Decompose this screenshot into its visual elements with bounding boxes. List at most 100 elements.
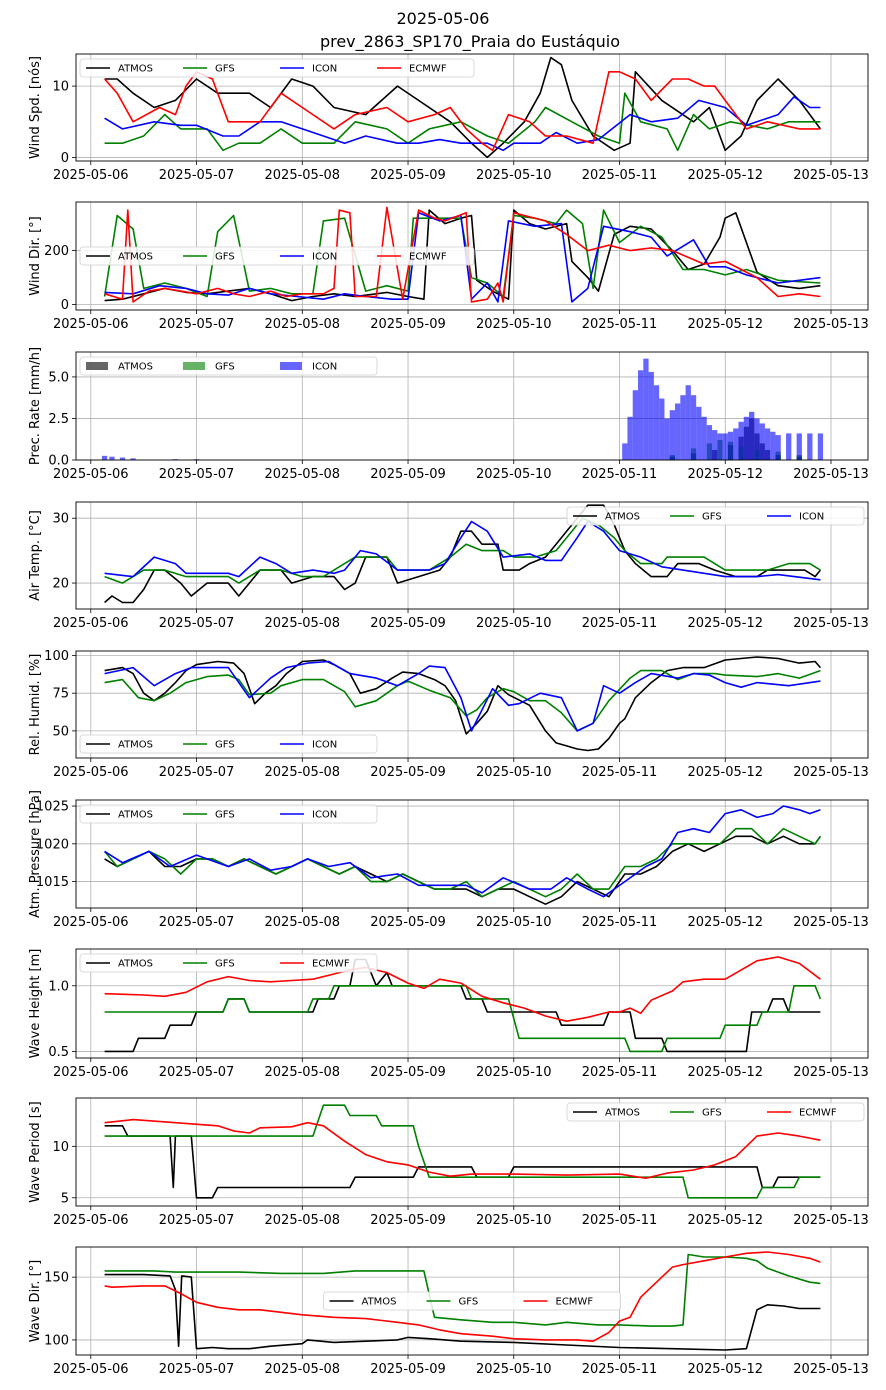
series-line-atmos bbox=[104, 656, 822, 752]
legend-box bbox=[79, 246, 475, 266]
plot-frame bbox=[75, 201, 869, 311]
x-tick-label: 2025-05-08 bbox=[265, 1065, 341, 1080]
bar bbox=[754, 418, 760, 460]
y-tick-label: 1020 bbox=[36, 837, 69, 852]
bar bbox=[638, 370, 644, 460]
y-tick-label: 100 bbox=[44, 1333, 69, 1348]
plot-frame bbox=[75, 351, 869, 461]
y-axis-label: Wave Dir. [°] bbox=[28, 1260, 43, 1343]
bar bbox=[101, 455, 108, 460]
x-tick-label: 2025-05-07 bbox=[159, 467, 235, 482]
x-tick-label: 2025-05-06 bbox=[53, 168, 129, 183]
x-tick-label: 2025-05-12 bbox=[687, 317, 763, 332]
x-tick-label: 2025-05-07 bbox=[159, 1362, 235, 1377]
panels: 2025-05-06 2025-05-07 2025-05-08 2025-05-09… bbox=[28, 53, 869, 1377]
x-tick-label: 2025-05-10 bbox=[476, 915, 552, 930]
bar bbox=[738, 421, 744, 460]
x-tick-label: 2025-05-09 bbox=[370, 1065, 446, 1080]
y-tick-label: 5.0 bbox=[48, 370, 69, 385]
legend-swatch-atmos bbox=[86, 362, 108, 370]
x-tick-label: 2025-05-10 bbox=[476, 1065, 552, 1080]
series-line-gfs bbox=[104, 1253, 821, 1327]
legend-label-atmos: ATMOS bbox=[362, 1297, 397, 1308]
y-tick-label: 2.5 bbox=[48, 412, 69, 427]
bar bbox=[712, 430, 718, 460]
x-tick-label: 2025-05-07 bbox=[159, 317, 235, 332]
x-tick-label: 2025-05-08 bbox=[265, 765, 341, 780]
panel-5: 2025-05-06 2025-05-07 2025-05-08 2025-05-09… bbox=[28, 649, 869, 780]
series-line-ecmwf bbox=[104, 1251, 821, 1342]
bar bbox=[717, 433, 723, 460]
y-tick-label: 10 bbox=[52, 80, 69, 95]
y-tick-label: 5 bbox=[61, 1191, 69, 1206]
series-line-ecmwf bbox=[104, 1118, 821, 1179]
x-tick-label: 2025-05-12 bbox=[687, 1213, 763, 1228]
legend-label-icon: ICON bbox=[799, 512, 824, 523]
series-line-icon bbox=[104, 520, 821, 581]
y-tick-label: 30 bbox=[52, 512, 69, 527]
panel-2: 2025-05-06 2025-05-07 2025-05-08 2025-05-09… bbox=[28, 201, 869, 332]
x-tick-label: 2025-05-12 bbox=[687, 765, 763, 780]
x-tick-label: 2025-05-13 bbox=[793, 467, 869, 482]
y-axis-label: Prec. Rate [mm/h] bbox=[28, 347, 43, 465]
y-tick-label: 150 bbox=[44, 1271, 69, 1286]
legend: ATMOS GFS ICON bbox=[79, 356, 378, 376]
x-tick-label: 2025-05-08 bbox=[265, 915, 341, 930]
x-tick-label: 2025-05-06 bbox=[53, 616, 129, 631]
x-tick-label: 2025-05-13 bbox=[793, 616, 869, 631]
bar bbox=[675, 403, 681, 460]
x-tick-label: 2025-05-07 bbox=[159, 1213, 235, 1228]
legend-label-gfs: GFS bbox=[215, 362, 235, 373]
legend-box bbox=[79, 58, 475, 78]
plot-frame bbox=[75, 650, 869, 759]
y-tick-label: 0.5 bbox=[48, 1045, 69, 1060]
x-tick-label: 2025-05-09 bbox=[370, 915, 446, 930]
x-tick-label: 2025-05-08 bbox=[265, 317, 341, 332]
series-line-icon bbox=[104, 212, 821, 303]
x-tick-label: 2025-05-11 bbox=[582, 1065, 658, 1080]
legend: ATMOS GFS ICON bbox=[79, 804, 378, 824]
legend-label-atmos: ATMOS bbox=[118, 64, 153, 75]
x-tick-label: 2025-05-13 bbox=[793, 1065, 869, 1080]
panel-7: 2025-05-06 2025-05-07 2025-05-08 2025-05-09… bbox=[28, 948, 869, 1080]
x-tick-label: 2025-05-07 bbox=[159, 765, 235, 780]
y-tick-label: 100 bbox=[44, 649, 69, 664]
series-line-ecmwf bbox=[104, 71, 821, 152]
y-axis-label: Air Temp. [°C] bbox=[28, 510, 43, 601]
bar bbox=[796, 433, 802, 460]
x-tick-label: 2025-05-11 bbox=[582, 765, 658, 780]
legend: ATMOS GFS ECMWF bbox=[566, 1102, 865, 1122]
plot-area bbox=[104, 1104, 821, 1199]
series-line-gfs bbox=[104, 517, 821, 584]
x-tick-label: 2025-05-10 bbox=[476, 1213, 552, 1228]
bar bbox=[727, 431, 734, 460]
bar bbox=[764, 428, 771, 460]
x-tick-label: 2025-05-10 bbox=[476, 765, 552, 780]
y-axis-label: Rel. Humid. [%] bbox=[28, 654, 43, 756]
series-line-atmos bbox=[104, 504, 822, 604]
x-tick-label: 2025-05-10 bbox=[476, 1362, 552, 1377]
legend-swatch-gfs bbox=[183, 362, 205, 370]
bar bbox=[653, 385, 660, 460]
bar bbox=[664, 418, 670, 460]
plot-frame bbox=[75, 799, 869, 909]
bar bbox=[648, 371, 654, 460]
bar bbox=[733, 428, 739, 460]
y-tick-label: 20 bbox=[52, 577, 69, 592]
y-tick-label: 1015 bbox=[36, 875, 69, 890]
bar bbox=[685, 385, 691, 460]
y-tick-label: 1025 bbox=[36, 800, 69, 815]
panel-3: 2025-05-06 2025-05-07 2025-05-08 2025-05-09… bbox=[28, 347, 869, 482]
legend: ATMOS GFS ICON ECMWF bbox=[79, 58, 475, 78]
y-tick-label: 0.0 bbox=[48, 454, 69, 469]
x-tick-label: 2025-05-09 bbox=[370, 616, 446, 631]
x-tick-label: 2025-05-06 bbox=[53, 1213, 129, 1228]
legend-label-ecmwf: ECMWF bbox=[556, 1297, 594, 1308]
bar bbox=[680, 395, 686, 460]
x-tick-label: 2025-05-10 bbox=[476, 168, 552, 183]
x-tick-label: 2025-05-09 bbox=[370, 1362, 446, 1377]
x-tick-label: 2025-05-12 bbox=[687, 915, 763, 930]
series-line-gfs bbox=[104, 984, 822, 1053]
y-tick-label: 75 bbox=[52, 687, 69, 702]
